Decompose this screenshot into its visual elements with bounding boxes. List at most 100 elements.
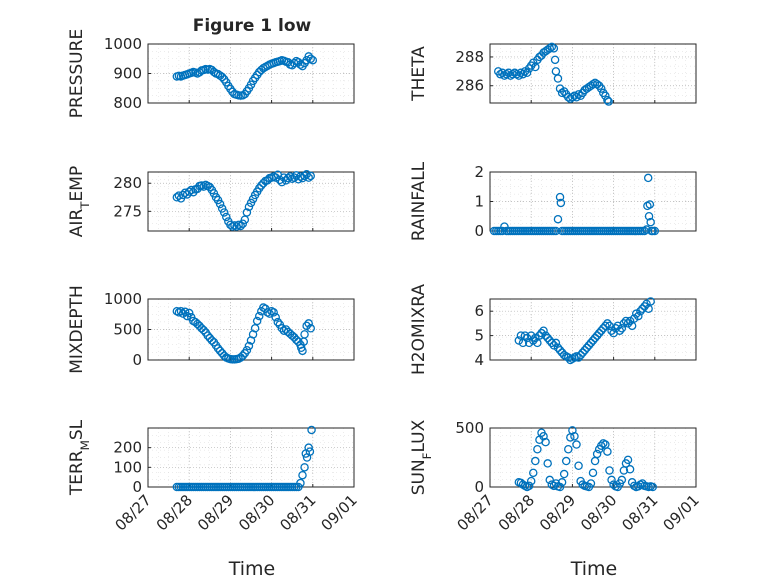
subplot-3: 275 280 AIRTEMP bbox=[67, 166, 355, 237]
data-point bbox=[634, 311, 643, 321]
data-point bbox=[308, 55, 318, 65]
data-point bbox=[529, 336, 538, 345]
data-point bbox=[603, 319, 612, 328]
data-point bbox=[572, 440, 581, 449]
y-tick-label: 100 bbox=[113, 458, 142, 476]
data-point bbox=[617, 324, 627, 333]
data-point bbox=[553, 74, 563, 83]
subplot-2: 286 288 THETA bbox=[409, 42, 697, 106]
data-point bbox=[603, 447, 612, 456]
data-point bbox=[180, 307, 190, 317]
data-point bbox=[502, 69, 511, 79]
data-point bbox=[531, 333, 540, 343]
x-axis-label-left: Time bbox=[228, 558, 276, 580]
data-point bbox=[518, 338, 528, 348]
data-point bbox=[512, 69, 522, 79]
data-point bbox=[549, 341, 559, 350]
y-axis-label: H2OMIXRA bbox=[409, 284, 429, 375]
y-tick-label: 200 bbox=[113, 439, 142, 457]
x-tick-label: 08/27 bbox=[454, 491, 497, 534]
data-point bbox=[306, 324, 315, 333]
data-point bbox=[625, 316, 635, 326]
data-point bbox=[545, 44, 554, 53]
data-point bbox=[615, 326, 625, 335]
data-point bbox=[215, 346, 225, 356]
data-point bbox=[533, 444, 542, 454]
data-point bbox=[529, 468, 538, 478]
data-point bbox=[176, 306, 186, 316]
data-point bbox=[588, 336, 598, 345]
data-point bbox=[644, 211, 654, 221]
data-point bbox=[617, 475, 627, 485]
data-point bbox=[199, 182, 208, 191]
data-point bbox=[520, 331, 530, 340]
y-tick-label: 4 bbox=[474, 351, 484, 369]
data-point bbox=[632, 309, 641, 318]
data-point bbox=[609, 480, 618, 489]
data-point bbox=[578, 348, 587, 357]
y-tick-label: 1000 bbox=[104, 35, 142, 53]
data-point bbox=[636, 306, 645, 316]
y-tick-label: 275 bbox=[113, 202, 142, 220]
data-point bbox=[285, 172, 295, 181]
data-point bbox=[242, 208, 252, 217]
data-point bbox=[222, 212, 231, 222]
data-point bbox=[596, 441, 606, 450]
data-point bbox=[549, 481, 559, 491]
data-point bbox=[250, 324, 260, 333]
data-point bbox=[621, 316, 631, 326]
x-tick-label: 08/30 bbox=[235, 491, 278, 534]
data-point bbox=[570, 432, 579, 441]
data-point bbox=[547, 42, 557, 52]
data-point bbox=[648, 482, 657, 492]
data-point bbox=[574, 353, 583, 362]
data-point bbox=[178, 309, 188, 318]
data-point bbox=[553, 214, 563, 224]
data-point bbox=[265, 309, 274, 318]
y-tick-label: 500 bbox=[455, 419, 484, 437]
data-point bbox=[559, 469, 569, 479]
data-point bbox=[300, 171, 309, 181]
data-point bbox=[273, 317, 283, 327]
data-point bbox=[551, 338, 561, 348]
data-point bbox=[498, 226, 507, 236]
data-point bbox=[203, 331, 212, 340]
data-point bbox=[592, 331, 602, 340]
data-point bbox=[561, 456, 571, 466]
data-point bbox=[642, 299, 651, 309]
data-point bbox=[592, 449, 602, 459]
subplot-4: 0 1 2 RAINFALL bbox=[409, 161, 697, 241]
data-point bbox=[574, 90, 583, 99]
data-point bbox=[627, 321, 637, 331]
data-point bbox=[290, 58, 299, 68]
y-axis-label: TERRMSL bbox=[67, 419, 92, 496]
y-tick-label: 6 bbox=[474, 302, 484, 320]
data-point bbox=[296, 60, 305, 69]
data-point bbox=[524, 481, 534, 491]
data-point bbox=[298, 346, 307, 356]
data-point bbox=[604, 97, 613, 106]
data-point bbox=[277, 177, 287, 187]
data-point bbox=[594, 328, 604, 338]
data-point bbox=[588, 468, 598, 478]
subplot-1: 800 900 1000 PRESSURE bbox=[67, 29, 355, 118]
y-tick-label: 500 bbox=[113, 321, 142, 339]
y-tick-label: 2 bbox=[474, 163, 484, 181]
data-point bbox=[539, 326, 548, 335]
data-point bbox=[576, 350, 585, 360]
data-point bbox=[646, 297, 655, 306]
data-point bbox=[580, 345, 590, 355]
axes-box bbox=[489, 298, 697, 361]
subplot-5: 0 500 1000 MIXDEPTH bbox=[67, 285, 355, 374]
data-point bbox=[300, 463, 309, 472]
x-tick-label: 08/27 bbox=[112, 491, 155, 534]
data-point bbox=[305, 447, 315, 456]
data-point bbox=[586, 338, 596, 348]
x-tick-label: 09/01 bbox=[660, 491, 703, 534]
data-point bbox=[605, 466, 614, 475]
y-tick-label: 1 bbox=[474, 193, 484, 211]
data-point bbox=[271, 313, 280, 322]
data-point bbox=[526, 331, 536, 340]
data-point bbox=[296, 478, 305, 488]
y-tick-label: 800 bbox=[113, 94, 142, 112]
